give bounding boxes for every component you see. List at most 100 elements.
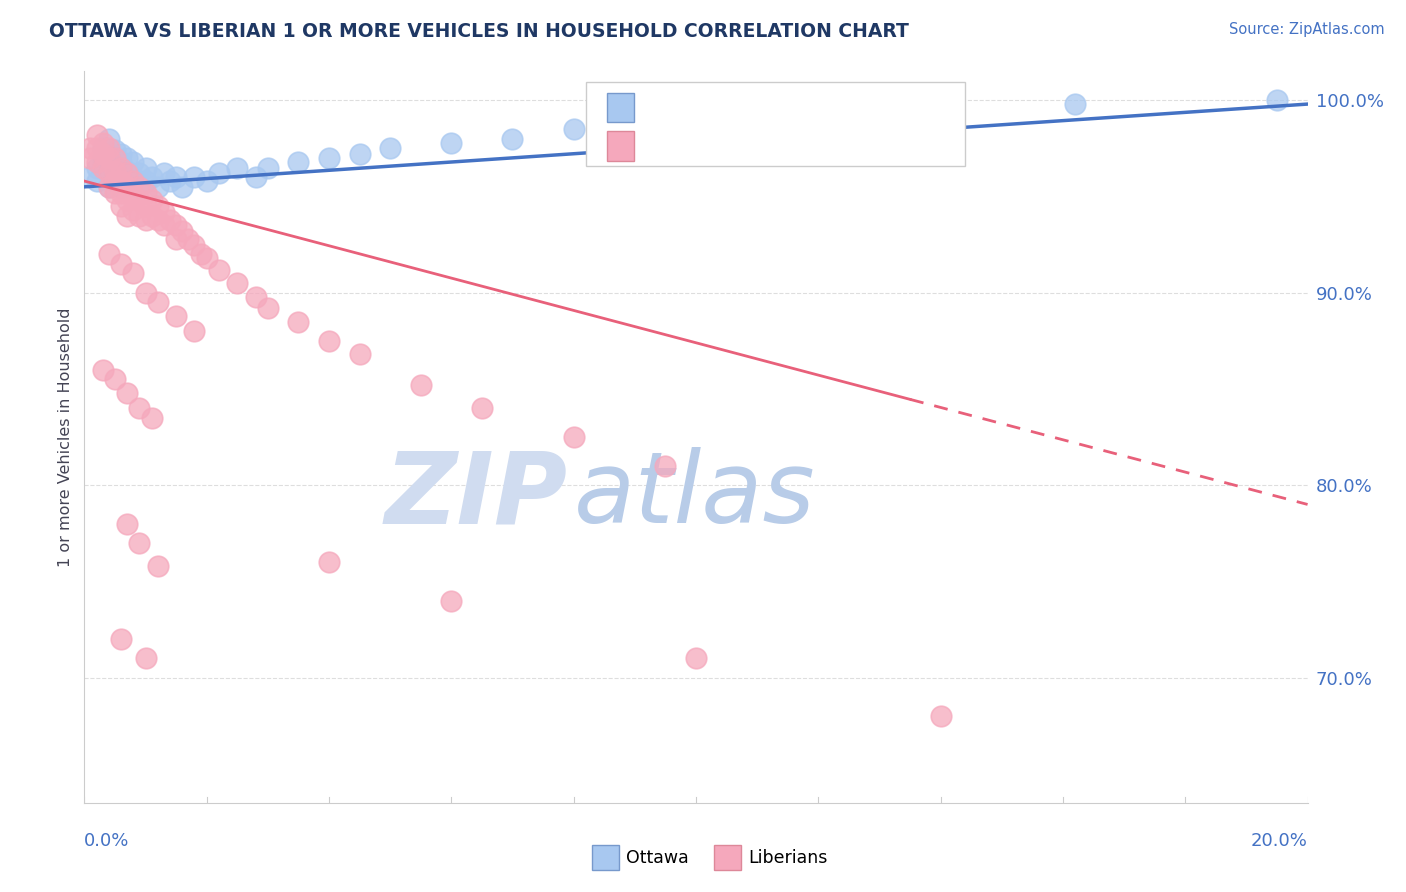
Point <box>104 372 127 386</box>
Point <box>183 237 205 252</box>
Point <box>104 174 127 188</box>
Point <box>208 262 231 277</box>
Point <box>97 141 120 155</box>
FancyBboxPatch shape <box>606 93 634 122</box>
Point <box>104 164 127 178</box>
Point <box>104 151 127 165</box>
Point <box>91 161 114 175</box>
Point <box>165 309 187 323</box>
Point <box>409 378 432 392</box>
Point <box>97 164 120 178</box>
Point <box>110 179 132 194</box>
Point <box>177 232 200 246</box>
Point <box>104 166 127 180</box>
Point <box>110 147 132 161</box>
Point <box>128 179 150 194</box>
Point <box>86 174 108 188</box>
Point <box>349 147 371 161</box>
Point <box>153 166 176 180</box>
Point <box>929 709 952 723</box>
Point <box>318 555 340 569</box>
Point <box>245 170 267 185</box>
Point <box>257 301 280 315</box>
FancyBboxPatch shape <box>714 845 741 871</box>
Point <box>135 161 157 175</box>
Point <box>110 632 132 647</box>
Point <box>122 202 145 217</box>
Point <box>165 170 187 185</box>
Text: -0.200: -0.200 <box>700 136 766 155</box>
Point <box>97 132 120 146</box>
Point <box>318 334 340 348</box>
Point <box>128 194 150 208</box>
Point <box>562 430 585 444</box>
Point <box>86 161 108 175</box>
Point <box>115 385 138 400</box>
Text: atlas: atlas <box>574 447 815 544</box>
Point <box>195 174 218 188</box>
Point <box>159 212 181 227</box>
Text: 20.0%: 20.0% <box>1251 832 1308 850</box>
Point <box>115 151 138 165</box>
Point <box>146 179 169 194</box>
Point <box>97 179 120 194</box>
Point <box>135 285 157 300</box>
Point <box>245 289 267 303</box>
Point <box>115 209 138 223</box>
Point <box>110 186 132 200</box>
Point <box>104 159 127 173</box>
Point <box>86 154 108 169</box>
Point <box>471 401 494 416</box>
Text: N =: N = <box>768 136 818 155</box>
Text: 79: 79 <box>838 136 865 155</box>
Point <box>128 536 150 550</box>
Point <box>685 651 707 665</box>
Text: N =: N = <box>768 98 818 117</box>
Point <box>141 194 163 208</box>
Point <box>115 164 138 178</box>
Point <box>183 324 205 338</box>
Text: 48: 48 <box>838 98 863 117</box>
Point <box>1064 97 1087 112</box>
Point <box>153 205 176 219</box>
Y-axis label: 1 or more Vehicles in Household: 1 or more Vehicles in Household <box>58 308 73 566</box>
Point <box>104 186 127 200</box>
Point <box>562 122 585 136</box>
Point <box>172 179 194 194</box>
Point <box>110 199 132 213</box>
Point <box>110 257 132 271</box>
Point <box>172 224 194 238</box>
FancyBboxPatch shape <box>592 845 619 871</box>
Point <box>146 295 169 310</box>
Point <box>86 128 108 142</box>
Point <box>135 212 157 227</box>
Text: Liberians: Liberians <box>748 848 828 867</box>
Point <box>115 194 138 208</box>
Point <box>115 179 138 194</box>
Point <box>153 219 176 233</box>
Point <box>654 458 676 473</box>
Text: R =: R = <box>648 136 686 155</box>
Point <box>110 161 132 175</box>
Point <box>183 170 205 185</box>
Point <box>122 154 145 169</box>
Point <box>104 143 127 157</box>
Point <box>135 199 157 213</box>
Point <box>122 267 145 281</box>
Point <box>97 247 120 261</box>
Point <box>318 151 340 165</box>
Point <box>128 166 150 180</box>
Point <box>128 401 150 416</box>
Point <box>110 154 132 169</box>
Point <box>86 141 108 155</box>
Point <box>91 362 114 376</box>
Point <box>685 116 707 130</box>
Point <box>135 174 157 188</box>
Point <box>141 170 163 185</box>
Point <box>79 170 101 185</box>
Point <box>135 186 157 200</box>
Point <box>165 219 187 233</box>
Point <box>91 151 114 165</box>
Point <box>195 251 218 265</box>
Point <box>91 154 114 169</box>
